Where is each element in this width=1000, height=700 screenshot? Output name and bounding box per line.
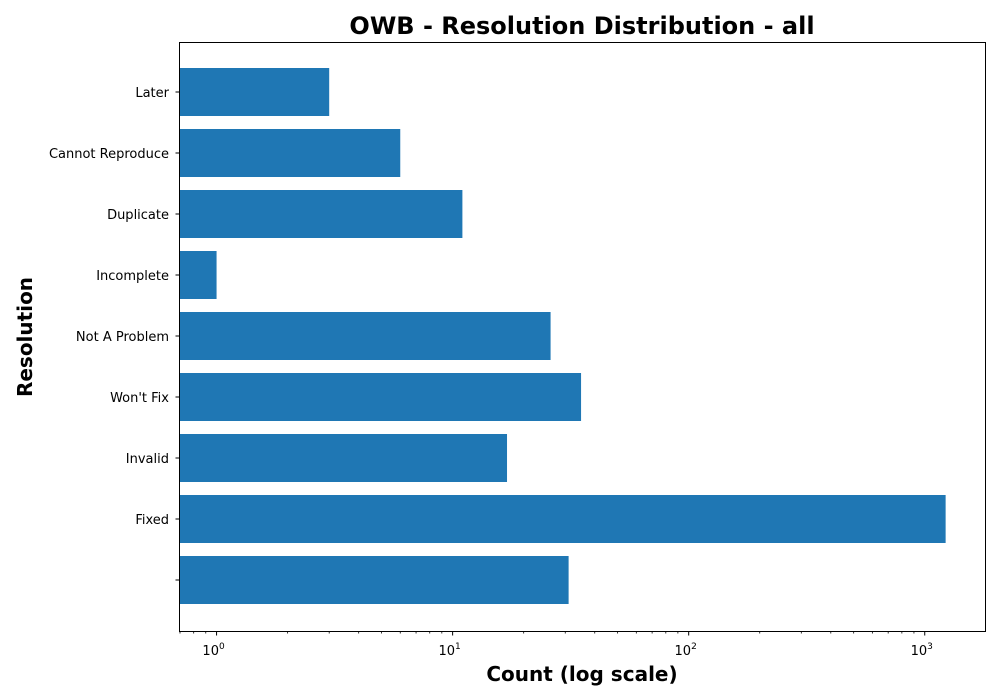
x-axis-ticks: 100 101 102 103 (179, 631, 933, 659)
y-tick-label: Duplicate (107, 208, 169, 223)
y-tick-label: Not A Problem (76, 330, 169, 345)
bar-0 (180, 556, 569, 604)
bar-4 (180, 312, 551, 360)
bars-group (180, 68, 946, 604)
x-tick-label: 103 (911, 642, 933, 659)
y-tick-label: Later (135, 86, 169, 101)
bar-3 (180, 373, 582, 421)
y-tick-label: Won't Fix (110, 391, 169, 406)
y-tick-label: Invalid (126, 452, 169, 467)
x-axis-label: Count (log scale) (486, 662, 677, 686)
x-tick-label: 100 (202, 642, 225, 659)
bar-5 (180, 251, 217, 299)
x-tick-label: 102 (675, 642, 697, 659)
y-tick-label: Cannot Reproduce (49, 147, 169, 162)
y-tick-label: Fixed (135, 513, 169, 528)
bar-2 (180, 434, 508, 482)
x-tick-label: 101 (438, 642, 460, 659)
bar-8 (180, 68, 330, 116)
chart-title: OWB - Resolution Distribution - all (349, 12, 814, 40)
y-tick-label: Incomplete (96, 269, 169, 284)
bar-1 (180, 495, 946, 543)
bar-6 (180, 190, 463, 238)
bar-7 (180, 129, 401, 177)
y-axis-label: Resolution (13, 277, 37, 397)
y-axis-ticks: Fixed Invalid Won't Fix Not A Problem Incomp… (49, 86, 180, 581)
plot-frame (179, 42, 986, 632)
